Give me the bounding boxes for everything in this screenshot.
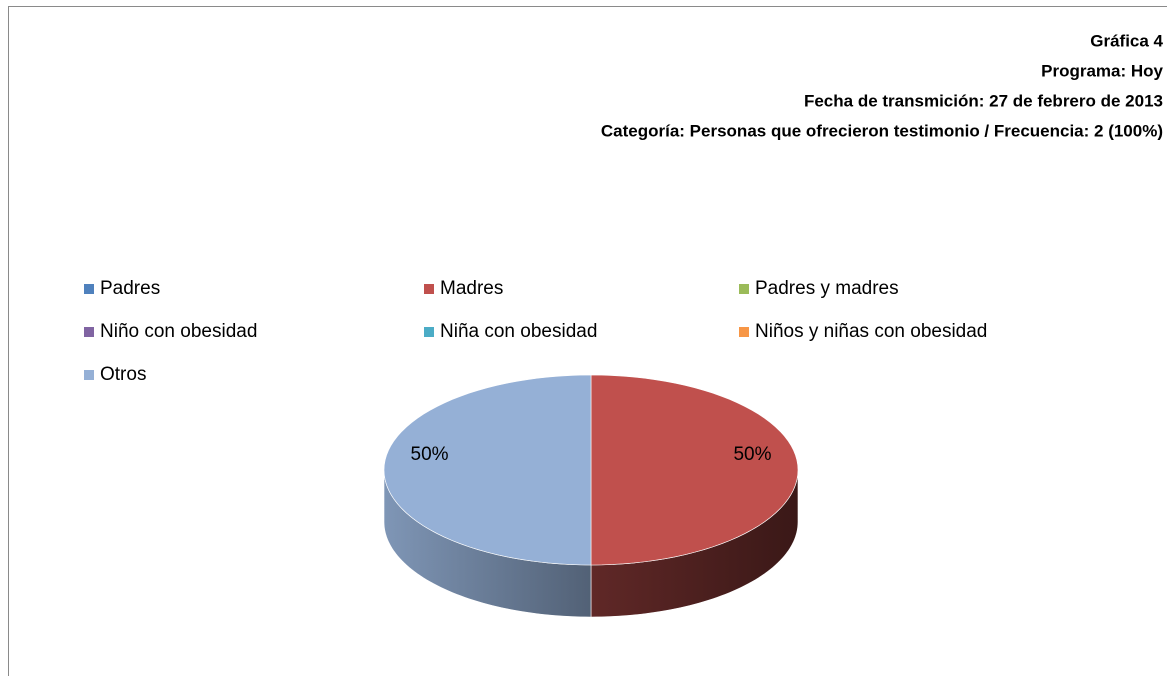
chart-subtitle: Categoría: Personas que ofrecieron testi… <box>601 121 1163 140</box>
legend-swatch <box>84 284 94 294</box>
data-label: 50% <box>411 444 449 465</box>
chart-subtitle: Programa: Hoy <box>1041 61 1163 80</box>
legend-swatch <box>739 327 749 337</box>
legend-label: Padres <box>100 278 160 299</box>
legend-swatch <box>424 284 434 294</box>
legend-label: Niña con obesidad <box>440 321 597 342</box>
data-label: 50% <box>733 444 771 465</box>
chart-title: Gráfica 4 <box>1090 31 1163 50</box>
legend-swatch <box>84 327 94 337</box>
chart-subtitle: Fecha de transmición: 27 de febrero de 2… <box>804 91 1163 110</box>
legend-swatch <box>739 284 749 294</box>
legend-label: Madres <box>440 278 503 299</box>
legend-label: Niño con obesidad <box>100 321 257 342</box>
legend-swatch <box>84 370 94 380</box>
legend-label: Otros <box>100 364 146 385</box>
legend-label: Padres y madres <box>755 278 899 299</box>
legend-swatch <box>424 327 434 337</box>
legend-label: Niños y niñas con obesidad <box>755 321 987 342</box>
